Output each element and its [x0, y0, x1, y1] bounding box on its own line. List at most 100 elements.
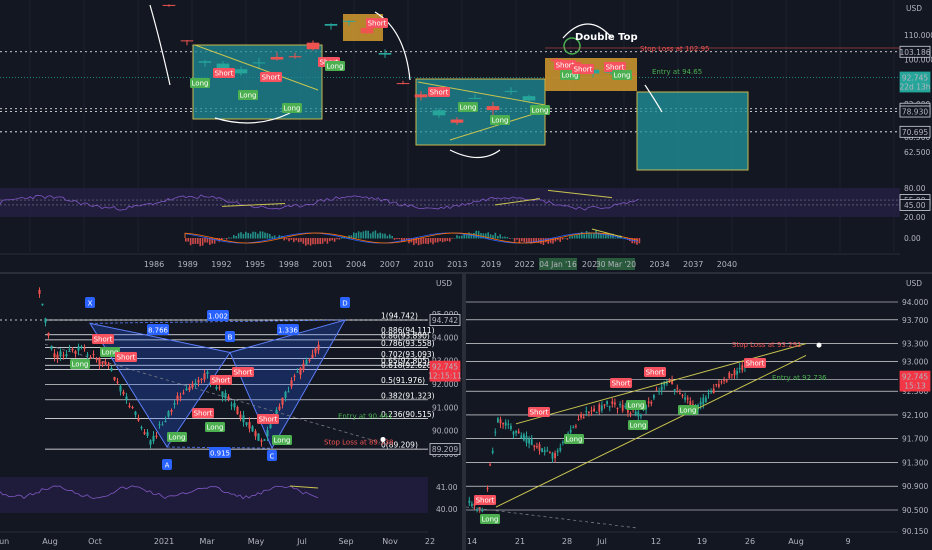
top-chart-svg[interactable]: USD110.000100.00082.00068.50062.500103.1… [0, 0, 932, 272]
top-macd-bar [569, 236, 571, 239]
top-macd-bar [360, 232, 362, 239]
bl-candle [167, 411, 170, 417]
top-macd-bar [497, 236, 499, 239]
br-wedge-upper [515, 343, 807, 425]
top-macd-bar [192, 238, 194, 244]
br-candle [528, 438, 531, 444]
br-candle [639, 414, 642, 417]
br-candle [590, 410, 593, 412]
br-candle [476, 509, 479, 511]
bl-candle [77, 346, 80, 351]
top-x-tick: 1992 [211, 260, 231, 269]
bl-tag-text: Short [117, 354, 136, 362]
bl-trendline [44, 343, 381, 443]
bl-fib-label: 0.86(93.890) [381, 331, 430, 340]
bl-candle [128, 405, 131, 407]
top-tag-bg [428, 87, 450, 97]
bottom-left-chart-svg[interactable]: USD95.00094.00093.00092.00091.00090.0008… [0, 274, 462, 550]
top-x-highlight-box [597, 258, 635, 270]
br-tag-text: Short [612, 380, 631, 388]
top-chart-pane[interactable]: USD110.000100.00082.00068.50062.500103.1… [0, 0, 932, 272]
top-macd-bar [348, 235, 350, 239]
br-candle [491, 450, 494, 453]
bl-candle [86, 354, 89, 356]
bottom-right-chart-svg[interactable]: USD94.00093.70093.30093.00092.70092.5009… [466, 274, 932, 550]
top-macd-bar [564, 237, 566, 239]
br-candle [478, 507, 481, 510]
bl-point-a: A [165, 462, 170, 470]
bl-candle [314, 348, 317, 354]
br-candle [697, 405, 700, 410]
top-macd-bar [547, 238, 549, 244]
top-macd-bar [285, 238, 288, 240]
bl-candle [44, 318, 47, 323]
top-rsi-tick: 80.00 [904, 184, 926, 193]
top-macd-bar [259, 231, 261, 239]
bottom-right-chart-pane[interactable]: USD94.00093.70093.30093.00092.70092.5009… [466, 274, 932, 550]
br-tag-bg [644, 367, 666, 377]
top-macd-bar [415, 238, 417, 244]
top-macd-bar [333, 238, 336, 242]
bl-candle [287, 391, 290, 393]
br-candle [525, 435, 528, 443]
top-macd-bar [511, 237, 513, 239]
top-macd-bar [209, 238, 211, 245]
br-x-tick: 12 [651, 537, 661, 546]
br-entry-label: Entry at 92.736 [772, 374, 827, 382]
br-y-tick: 92.500 [902, 387, 928, 396]
top-macd-bar [225, 238, 228, 240]
br-y-tick: 91.700 [902, 435, 928, 444]
top-candle [414, 94, 428, 98]
br-candle [587, 411, 590, 413]
top-circle-marker [563, 37, 581, 55]
bl-candle [173, 403, 176, 405]
top-x-tick: 1998 [279, 260, 299, 269]
br-candle [663, 381, 666, 386]
top-stop-label: Stop Loss at 102.95 [640, 45, 709, 53]
top-macd-bar [240, 232, 242, 239]
bl-rsi-band [0, 477, 428, 513]
br-trendline [466, 506, 637, 529]
top-tag-text: Long [460, 104, 477, 112]
top-macd-bar [405, 238, 408, 241]
bl-tag-text: Short [259, 416, 278, 424]
top-y-tick: 100.000 [904, 56, 932, 65]
top-macd-bar [372, 231, 374, 239]
br-candle [572, 427, 575, 429]
br-stop-label: Stop Loss at 93.291 [732, 341, 801, 349]
br-candle [496, 418, 499, 423]
bl-candle [89, 356, 92, 358]
br-candle [481, 509, 484, 512]
br-candle [470, 503, 473, 506]
bl-price-tag-sub: 12:15:11 [428, 372, 462, 381]
br-tag-bg [564, 434, 584, 444]
top-macd-bar [475, 230, 477, 239]
bl-tag-text: Short [212, 377, 231, 385]
top-macd-bar [494, 232, 497, 239]
bl-candle [203, 373, 206, 380]
top-candle [216, 63, 230, 69]
bl-candle [188, 387, 191, 391]
top-x-highlight-box [539, 258, 577, 270]
br-candle [710, 391, 713, 393]
bl-candle [143, 432, 146, 434]
top-macd-bar [295, 238, 297, 241]
top-macd-bar [247, 232, 249, 239]
bl-ratio: 0.915 [210, 450, 230, 458]
bl-candle [161, 424, 164, 426]
bl-candle [248, 421, 251, 429]
top-macd-bar [583, 234, 585, 239]
br-price-tag-label: 92.745 [902, 373, 928, 382]
top-candle [522, 96, 536, 101]
bl-candle [83, 347, 86, 349]
pane-separator-horizontal[interactable] [0, 272, 932, 274]
bl-point-c-box [267, 450, 277, 461]
top-macd-bar [324, 238, 326, 242]
top-x-tick: 1986 [144, 260, 164, 269]
bl-fib-label: 0.236(90.515) [381, 410, 435, 419]
br-candle [600, 405, 603, 411]
top-macd-bar [293, 238, 295, 243]
pane-separator-vertical[interactable] [462, 274, 466, 550]
br-candle [637, 411, 640, 417]
bottom-left-chart-pane[interactable]: USD95.00094.00093.00092.00091.00090.0008… [0, 274, 462, 550]
